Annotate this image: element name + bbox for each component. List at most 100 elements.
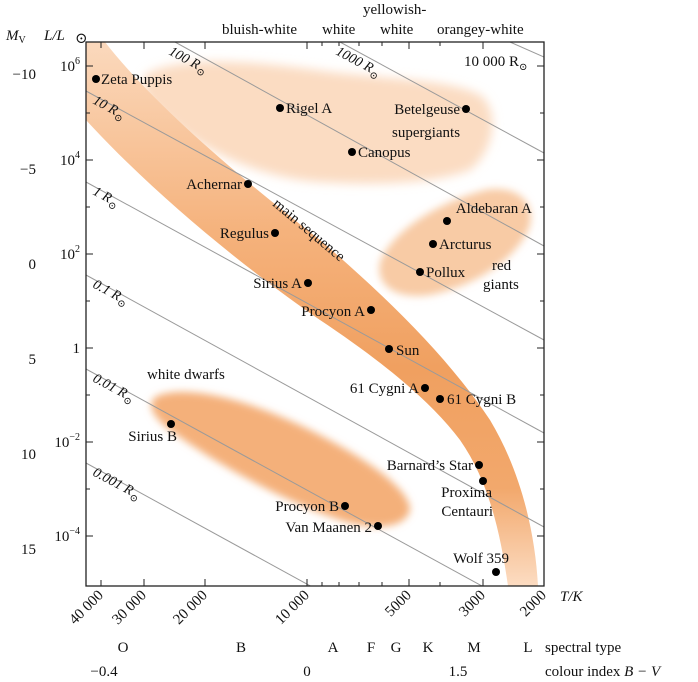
x-ticks xyxy=(100,42,545,586)
star-61-cygni-a xyxy=(421,384,429,392)
svg-text:Procyon B: Procyon B xyxy=(275,499,339,515)
svg-text:106: 106 xyxy=(60,56,80,75)
svg-text:G: G xyxy=(391,640,402,656)
star-labels: Zeta Puppis Rigel A Betelgeuse Canopus A… xyxy=(101,72,532,567)
svg-text:61 Cygni A: 61 Cygni A xyxy=(350,381,419,397)
temperature-axis-title: T/K xyxy=(560,589,584,605)
mv-axis-title: MV xyxy=(5,28,27,46)
star-canopus xyxy=(348,148,356,156)
svg-text:red: red xyxy=(492,258,512,274)
svg-text:Betelgeuse: Betelgeuse xyxy=(394,102,460,118)
svg-text:O: O xyxy=(118,640,129,656)
svg-text:Pollux: Pollux xyxy=(426,265,466,281)
colour-band-labels: bluish-white white yellowish- white oran… xyxy=(222,2,524,38)
star-wolf-359 xyxy=(492,568,500,576)
star-points xyxy=(92,75,500,576)
svg-text:Zeta Puppis: Zeta Puppis xyxy=(101,72,172,88)
svg-text:Procyon A: Procyon A xyxy=(301,304,365,320)
radius-line-0.001 xyxy=(86,462,312,586)
svg-text:1.5: 1.5 xyxy=(449,664,468,680)
svg-text:102: 102 xyxy=(60,244,80,263)
svg-text:Sirius B: Sirius B xyxy=(128,429,177,445)
svg-text:Wolf 359: Wolf 359 xyxy=(453,551,509,567)
svg-text:10 000: 10 000 xyxy=(272,588,312,628)
star-proxima-centauri xyxy=(479,477,487,485)
svg-text:K: K xyxy=(423,640,434,656)
colour-index-row: −0.4 0 1.5 colour index B − V xyxy=(90,664,662,680)
svg-text:white dwarfs: white dwarfs xyxy=(147,367,225,383)
y-tick-labels: 106 104 102 1 10−2 10−4 xyxy=(54,56,80,545)
star-aldebaran-a xyxy=(443,217,451,225)
svg-text:colour index B − V: colour index B − V xyxy=(545,664,662,680)
star-sirius-a xyxy=(304,279,312,287)
white-dwarfs-region xyxy=(151,391,411,527)
star-61-cygni-b xyxy=(436,395,444,403)
svg-text:15: 15 xyxy=(21,542,36,558)
star-regulus xyxy=(271,229,279,237)
svg-text:yellowish-: yellowish- xyxy=(363,2,426,18)
svg-text:Sun: Sun xyxy=(396,343,420,359)
svg-text:white: white xyxy=(380,22,414,38)
svg-text:2000: 2000 xyxy=(517,588,550,621)
svg-text:Barnard’s Star: Barnard’s Star xyxy=(387,458,473,474)
luminosity-axis-title: L/L xyxy=(43,28,65,44)
svg-text:0.001 R⊙: 0.001 R⊙ xyxy=(89,465,143,505)
svg-text:3000: 3000 xyxy=(456,588,489,621)
svg-text:10: 10 xyxy=(21,447,36,463)
svg-text:A: A xyxy=(328,640,339,656)
mv-tick-labels: −10 −5 0 5 10 15 xyxy=(13,67,36,558)
sun-symbol: ⊙ xyxy=(75,31,88,47)
svg-text:L: L xyxy=(523,640,532,656)
svg-text:bluish-white: bluish-white xyxy=(222,22,297,38)
svg-text:−5: −5 xyxy=(20,162,36,178)
star-pollux xyxy=(416,268,424,276)
star-procyon-a xyxy=(367,306,375,314)
svg-text:Van Maanen 2: Van Maanen 2 xyxy=(285,520,372,536)
svg-text:M: M xyxy=(467,640,480,656)
svg-text:Sirius A: Sirius A xyxy=(253,276,302,292)
svg-text:Rigel A: Rigel A xyxy=(286,101,332,117)
svg-text:61 Cygni B: 61 Cygni B xyxy=(447,392,516,408)
svg-text:5: 5 xyxy=(29,352,37,368)
star-betelgeuse xyxy=(462,105,470,113)
star-sirius-b xyxy=(167,420,175,428)
svg-text:spectral type: spectral type xyxy=(545,640,622,656)
star-van-maanen-2 xyxy=(374,522,382,530)
radius-lines xyxy=(86,42,544,586)
y-ticks xyxy=(86,65,544,537)
svg-text:orangey-white: orangey-white xyxy=(437,22,524,38)
spectral-type-row: O B A F G K M L spectral type xyxy=(118,640,622,656)
svg-text:white: white xyxy=(322,22,356,38)
x-tick-labels: 40 000 30 000 20 000 10 000 5000 3000 20… xyxy=(66,588,549,628)
svg-text:Regulus: Regulus xyxy=(220,226,269,242)
svg-text:supergiants: supergiants xyxy=(392,125,460,141)
svg-text:10−4: 10−4 xyxy=(54,526,80,545)
svg-text:Aldebaran A: Aldebaran A xyxy=(456,201,532,217)
radius-line-1000 xyxy=(339,42,544,154)
svg-text:20 000: 20 000 xyxy=(170,588,210,628)
radius-line-10000 xyxy=(509,42,544,58)
svg-text:0.1 R⊙: 0.1 R⊙ xyxy=(89,277,131,311)
svg-text:Centauri: Centauri xyxy=(441,504,493,520)
radius-line-0.01 xyxy=(86,368,484,586)
plot-frame xyxy=(85,41,545,587)
radius-line-0.1 xyxy=(86,274,544,528)
svg-text:0: 0 xyxy=(303,664,311,680)
star-achernar xyxy=(244,180,252,188)
star-procyon-b xyxy=(341,502,349,510)
main-sequence-region xyxy=(86,42,538,586)
svg-text:104: 104 xyxy=(60,150,80,169)
star-arcturus xyxy=(429,240,437,248)
svg-text:30 000: 30 000 xyxy=(109,588,149,628)
radius-line-100 xyxy=(174,42,544,247)
svg-text:Arcturus: Arcturus xyxy=(439,237,492,253)
svg-text:−10: −10 xyxy=(13,67,36,83)
svg-text:Achernar: Achernar xyxy=(186,177,242,193)
svg-text:B: B xyxy=(236,640,246,656)
svg-text:40 000: 40 000 xyxy=(66,588,106,628)
radius-line-1 xyxy=(86,181,544,434)
svg-text:giants: giants xyxy=(483,277,519,293)
svg-text:0: 0 xyxy=(29,257,37,273)
svg-text:10 000 R⊙: 10 000 R⊙ xyxy=(464,54,527,73)
